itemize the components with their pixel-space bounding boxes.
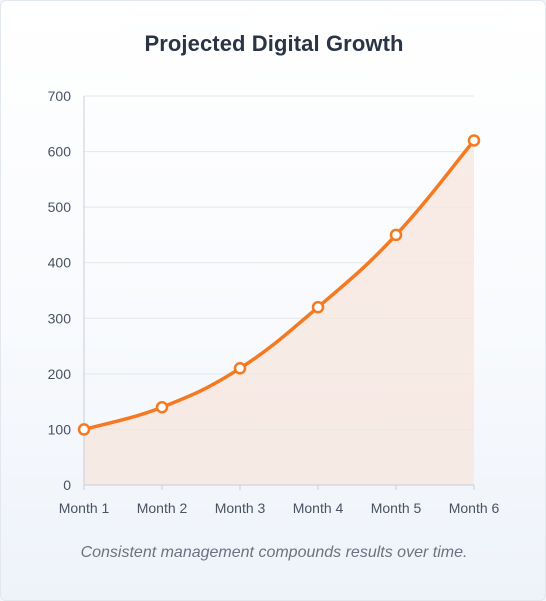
x-tick-label: Month 4: [293, 500, 344, 516]
y-tick-label: 100: [48, 421, 72, 437]
points-layer: [77, 134, 481, 436]
data-point: [155, 400, 169, 414]
series-area: [84, 140, 474, 485]
chart-title: Projected Digital Growth: [144, 31, 404, 56]
y-tick-label: 600: [48, 144, 72, 160]
data-point: [311, 300, 325, 314]
data-point: [467, 134, 481, 147]
y-tick-label: 0: [63, 477, 71, 493]
axis-layer: [83, 96, 475, 490]
y-tick-label: 500: [48, 199, 72, 215]
y-tick-label: 200: [48, 366, 72, 382]
data-point: [389, 228, 403, 242]
chart-caption: Consistent management compounds results …: [80, 544, 468, 561]
y-tick-label: 700: [48, 88, 72, 104]
y-tick-label: 400: [48, 255, 72, 271]
x-tick-label: Month 1: [59, 500, 110, 516]
y-tick-label: 300: [48, 310, 72, 326]
x-tick-label: Month 3: [215, 500, 266, 516]
data-point: [233, 362, 247, 375]
data-point: [77, 423, 91, 436]
x-tick-labels: Month 1 Month 2 Month 3 Month 4 Month 5 Month…: [59, 500, 500, 516]
x-tick-label: Month 5: [371, 500, 422, 516]
x-tick-label: Month 2: [137, 500, 188, 516]
x-tick-label: Month 6: [449, 500, 500, 516]
y-tick-labels: 0 100 200 300 400 500 600 700: [48, 88, 72, 493]
